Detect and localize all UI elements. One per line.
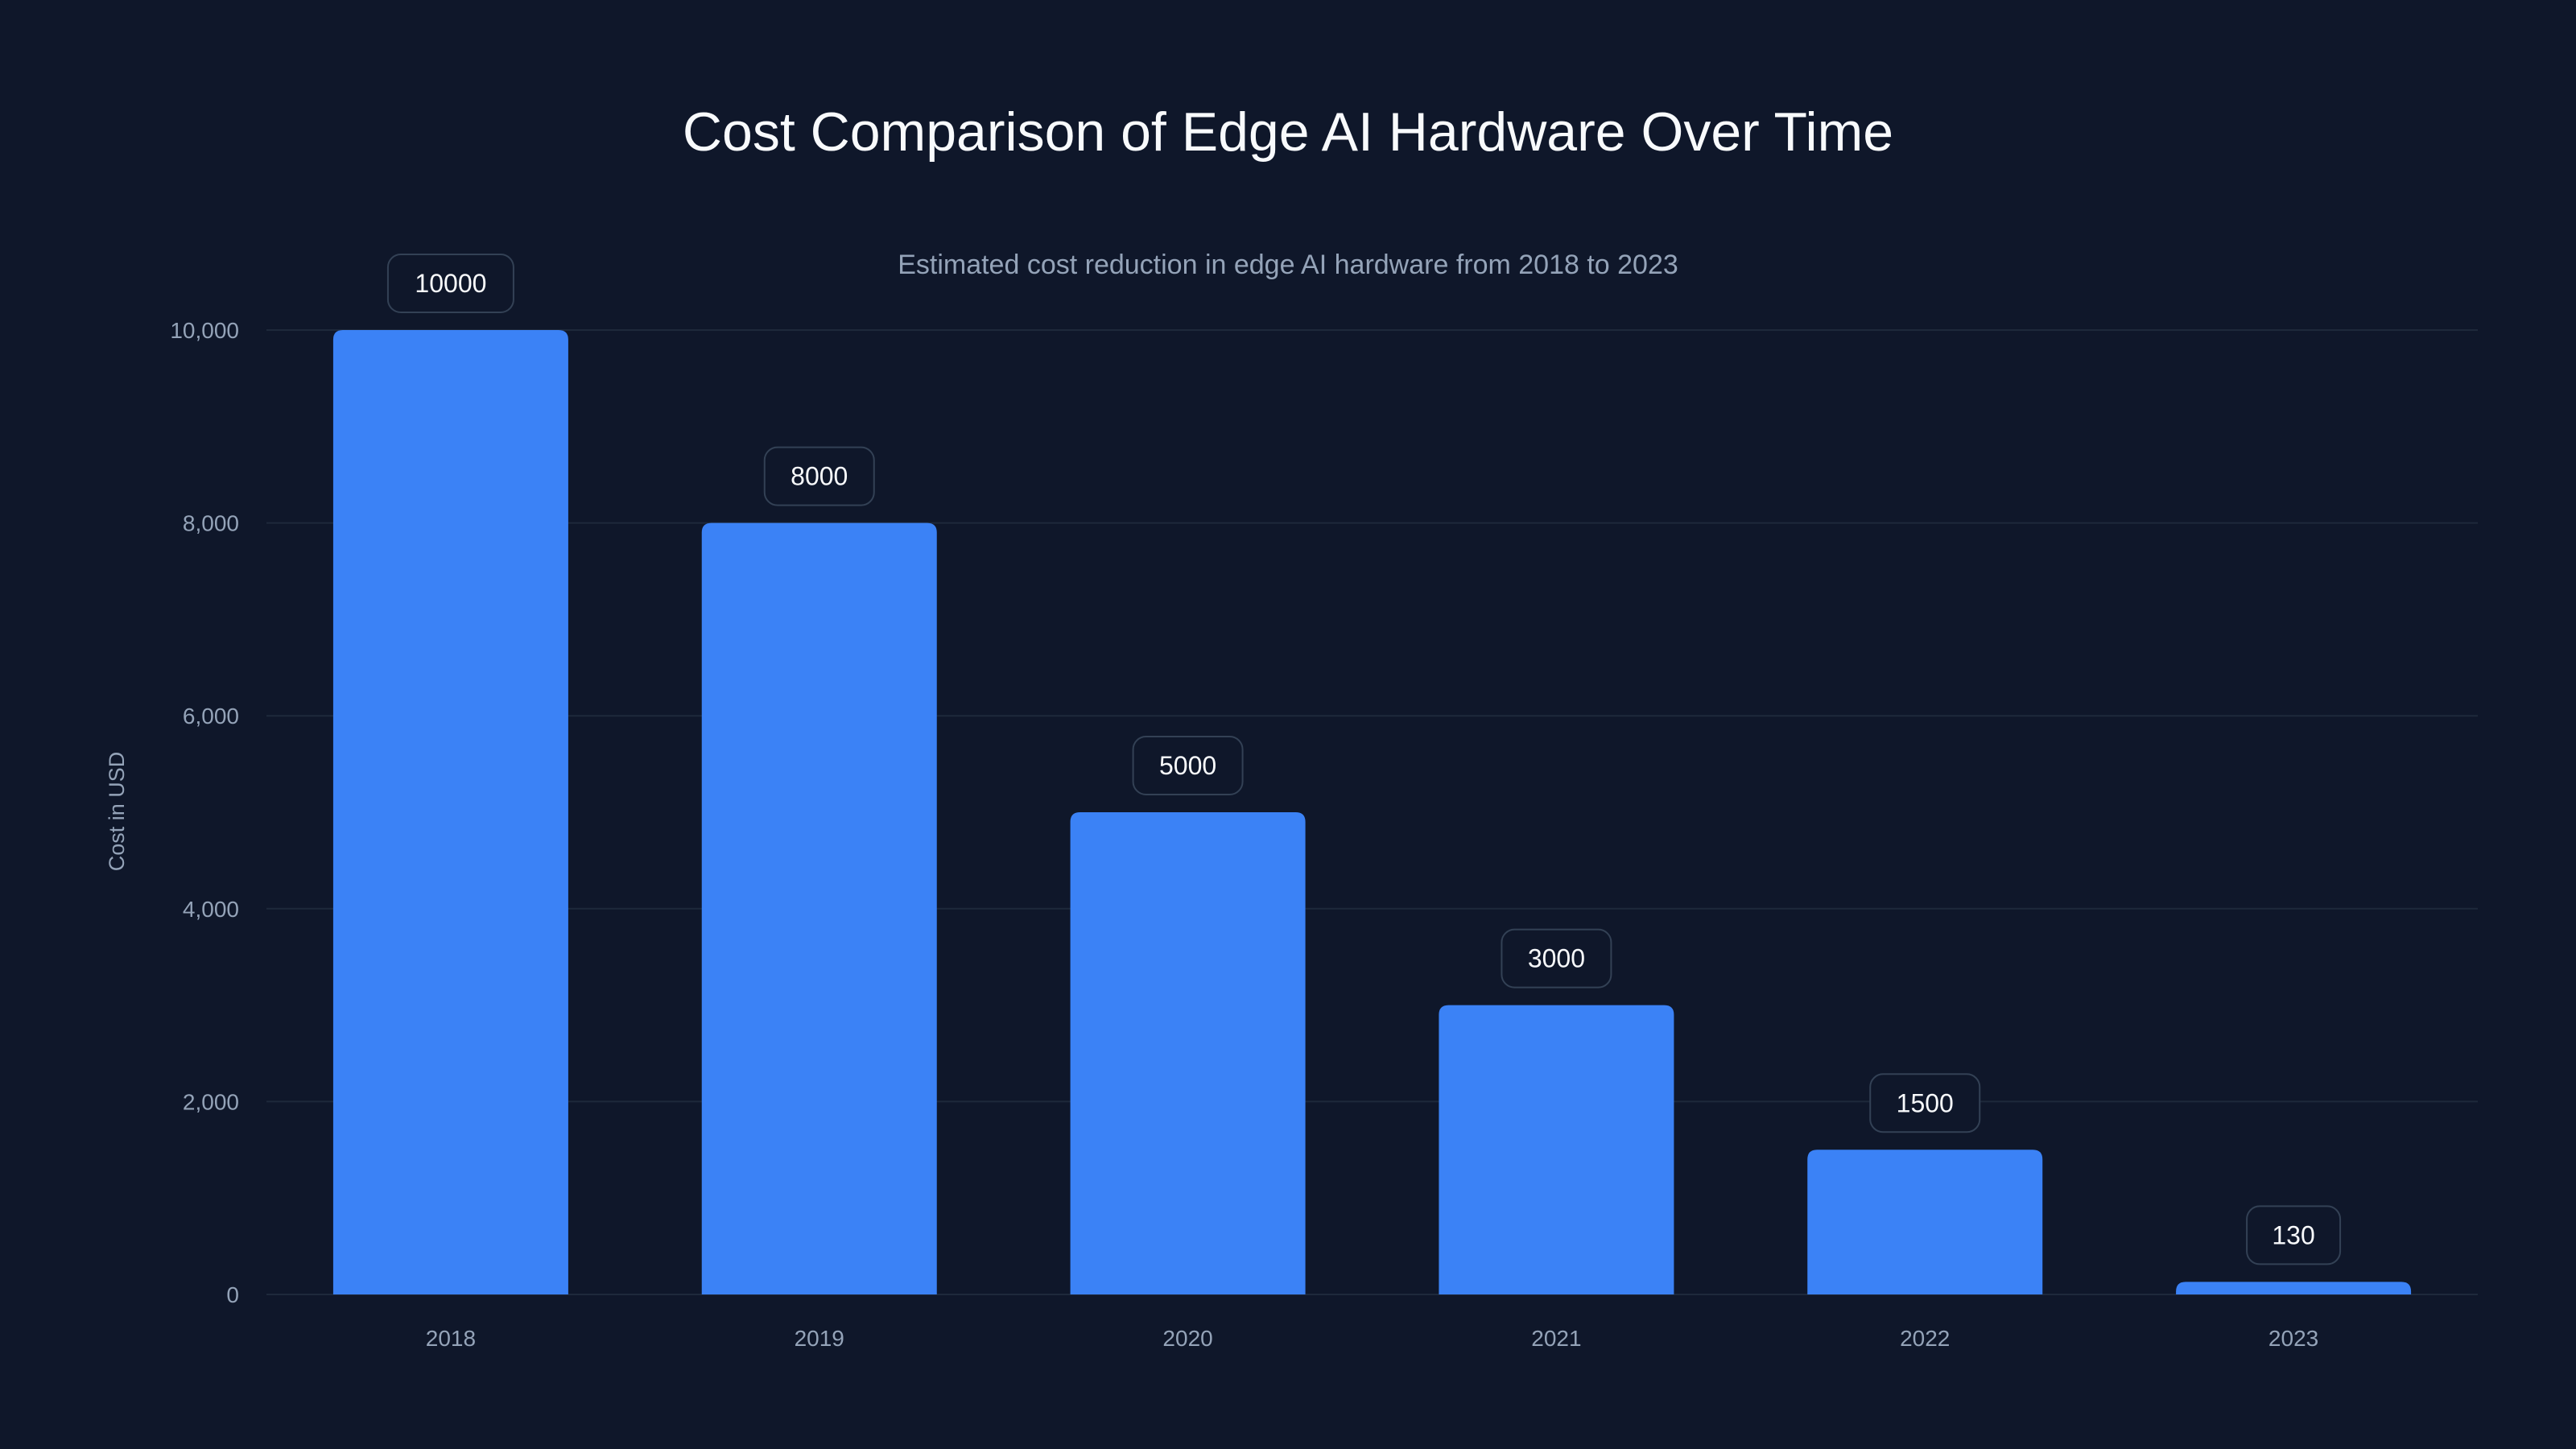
bar-2022 — [1807, 1150, 2043, 1294]
gridlines — [266, 329, 2478, 1295]
chart-title: Cost Comparison of Edge AI Hardware Over… — [683, 101, 1893, 163]
data-label-box — [2246, 1205, 2342, 1265]
bars — [332, 330, 2412, 1294]
data-label-box — [1132, 736, 1244, 795]
bar-2021 — [1439, 1005, 1674, 1294]
x-tick-label: 2023 — [2268, 1326, 2318, 1351]
data-labels: 10000 8000 5000 3000 1500 130 — [386, 254, 2342, 1265]
data-label-box — [1869, 1073, 1981, 1133]
y-tick-label: 8,000 — [183, 511, 239, 536]
y-tick-label: 0 — [226, 1282, 239, 1307]
y-tick-label: 10,000 — [170, 318, 239, 343]
data-label-box — [1501, 928, 1612, 989]
x-tick-label: 2019 — [795, 1326, 844, 1351]
data-label: 3000 — [1528, 944, 1585, 973]
data-label: 10000 — [415, 269, 486, 298]
data-label: 8000 — [791, 462, 848, 491]
y-axis-ticks: 0 2,000 4,000 6,000 8,000 10,000 — [170, 318, 239, 1307]
x-axis-ticks: 2018 2019 2020 2021 2022 2023 — [426, 1326, 2318, 1351]
data-label: 5000 — [1159, 751, 1216, 780]
x-tick-label: 2020 — [1162, 1326, 1212, 1351]
data-label-box — [386, 254, 514, 313]
y-tick-label: 4,000 — [183, 897, 239, 922]
x-tick-label: 2022 — [1900, 1326, 1950, 1351]
data-label-box — [763, 446, 875, 506]
bar-2023 — [2176, 1282, 2412, 1294]
data-label: 1500 — [1897, 1088, 1954, 1117]
y-tick-label: 2,000 — [183, 1089, 239, 1114]
bar-2018 — [332, 330, 568, 1294]
bar-2019 — [701, 522, 937, 1294]
x-tick-label: 2018 — [426, 1326, 476, 1351]
data-label: 130 — [2272, 1220, 2314, 1249]
chart-subtitle: Estimated cost reduction in edge AI hard… — [898, 250, 1678, 280]
y-axis-label: Cost in USD — [105, 752, 129, 872]
bar-2020 — [1070, 812, 1306, 1294]
y-tick-label: 6,000 — [183, 704, 239, 729]
x-tick-label: 2021 — [1531, 1326, 1581, 1351]
